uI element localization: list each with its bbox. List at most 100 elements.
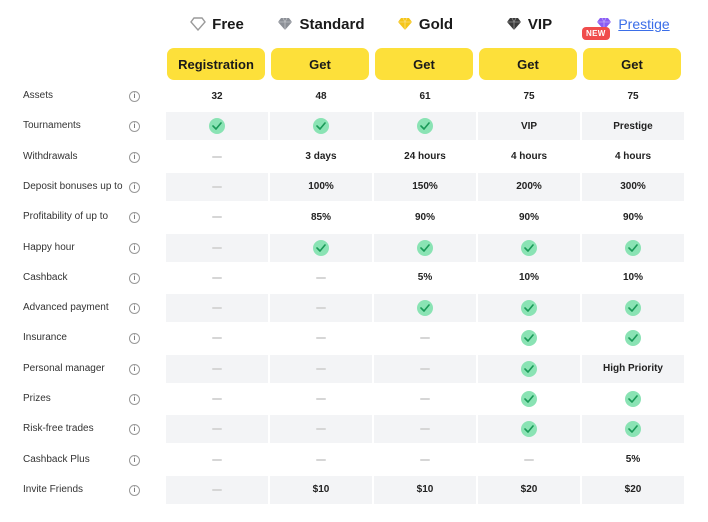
table-cell <box>166 446 268 474</box>
cell-value: 85% <box>310 211 331 223</box>
plan-name: Gold <box>418 15 454 33</box>
new-badge: NEW <box>582 27 610 40</box>
registration-button[interactable]: Registration <box>167 48 265 80</box>
dash-icon <box>420 337 430 340</box>
table-cell: 5% <box>582 446 684 474</box>
table-row: Assets i 32 48 61 75 75 <box>0 82 708 110</box>
feature-label: Profitability of up to <box>23 211 109 223</box>
table-row: Advanced payment i <box>0 294 708 323</box>
table-cell <box>374 112 476 141</box>
info-icon[interactable]: i <box>129 454 140 466</box>
table-cell <box>166 143 268 171</box>
dash-icon <box>420 367 430 370</box>
table-row: Profitability of up to i 85% 90% 90% 90% <box>0 203 708 231</box>
cell-value: 90% <box>518 211 539 223</box>
feature-label: Cashback Plus <box>23 453 90 465</box>
info-icon[interactable]: i <box>129 151 140 163</box>
info-icon[interactable]: i <box>129 484 140 496</box>
info-icon[interactable]: i <box>129 242 140 254</box>
dash-icon <box>316 307 326 310</box>
table-row: Withdrawals i 3 days 24 hours 4 hours 4 hours <box>0 143 708 171</box>
table-cell <box>166 324 268 352</box>
info-icon[interactable]: i <box>129 424 140 436</box>
dash-icon <box>212 428 222 431</box>
dash-icon <box>212 398 222 400</box>
dash-icon <box>212 458 222 461</box>
check-icon <box>521 391 537 407</box>
dash-icon <box>212 185 222 188</box>
plan-header-standard: Standard <box>270 12 372 36</box>
table-cell <box>270 354 372 383</box>
table-cell: 75 <box>478 82 580 110</box>
table-row: Tournaments i VIP Prestige <box>0 112 708 141</box>
table-cell <box>270 446 372 474</box>
check-icon <box>313 118 329 135</box>
table-cell: Prestige <box>582 112 684 141</box>
cell-value: High Priority <box>602 363 663 375</box>
check-icon <box>625 300 641 317</box>
table-cell <box>374 385 476 413</box>
dash-icon <box>524 458 534 461</box>
cell-value: 75 <box>523 90 535 102</box>
get-prestige-button[interactable]: Get <box>583 48 681 80</box>
check-icon <box>209 118 225 135</box>
table-cell <box>582 415 684 444</box>
cell-value: 61 <box>419 90 431 102</box>
table-cell <box>374 324 476 352</box>
cell-value: 4 hours <box>510 151 548 163</box>
check-icon <box>625 391 641 407</box>
table-cell: 10% <box>478 264 580 292</box>
info-icon[interactable]: i <box>129 121 140 133</box>
table-cell <box>374 294 476 323</box>
dash-icon <box>212 216 222 219</box>
cell-value: VIP <box>520 120 538 132</box>
info-icon[interactable]: i <box>129 303 140 315</box>
feature-label: Cashback <box>23 271 68 283</box>
table-cell <box>478 233 580 262</box>
cell-value: 75 <box>627 90 639 102</box>
dash-icon <box>316 428 326 431</box>
get-vip-button[interactable]: Get <box>479 48 577 80</box>
plan-header-prestige[interactable]: Prestige <box>582 12 684 36</box>
plan-name: Standard <box>299 15 365 33</box>
info-icon[interactable]: i <box>129 212 140 224</box>
table-cell: 90% <box>582 203 684 231</box>
check-icon <box>521 330 537 347</box>
table-cell <box>270 294 372 323</box>
feature-label: Risk-free trades <box>23 423 94 435</box>
table-cell <box>270 415 372 444</box>
table-row: Personal manager i High Priority <box>0 354 708 383</box>
info-icon[interactable]: i <box>129 363 140 375</box>
table-cell: $10 <box>374 475 476 504</box>
table-cell <box>374 354 476 383</box>
dash-icon <box>212 307 222 310</box>
feature-label: Prizes <box>23 393 51 404</box>
cell-value: 5% <box>417 272 433 284</box>
get-standard-button[interactable]: Get <box>271 48 369 80</box>
table-row: Insurance i <box>0 324 708 352</box>
info-icon[interactable]: i <box>129 333 140 345</box>
cell-value: 90% <box>622 211 643 223</box>
table-cell: 200% <box>478 172 580 201</box>
cell-value: 3 days <box>305 151 337 163</box>
get-gold-button[interactable]: Get <box>375 48 473 80</box>
table-cell <box>478 324 580 352</box>
cell-value: 150% <box>412 181 438 193</box>
info-icon[interactable]: i <box>129 91 140 102</box>
table-cell: 5% <box>374 264 476 292</box>
plan-name[interactable]: Prestige <box>618 16 670 32</box>
diamond-outline-icon <box>190 17 212 31</box>
info-icon[interactable]: i <box>129 272 140 284</box>
table-row: Prizes i <box>0 385 708 413</box>
table-cell: 75 <box>582 82 684 110</box>
plan-header-vip: VIP <box>478 12 580 36</box>
table-cell: 90% <box>478 203 580 231</box>
dash-icon <box>316 337 326 340</box>
dash-icon <box>420 458 430 461</box>
table-cell <box>270 233 372 262</box>
table-cell <box>478 415 580 444</box>
feature-label: Insurance <box>23 332 67 344</box>
info-icon[interactable]: i <box>129 394 140 405</box>
info-icon[interactable]: i <box>129 181 140 193</box>
table-cell: $10 <box>270 475 372 504</box>
